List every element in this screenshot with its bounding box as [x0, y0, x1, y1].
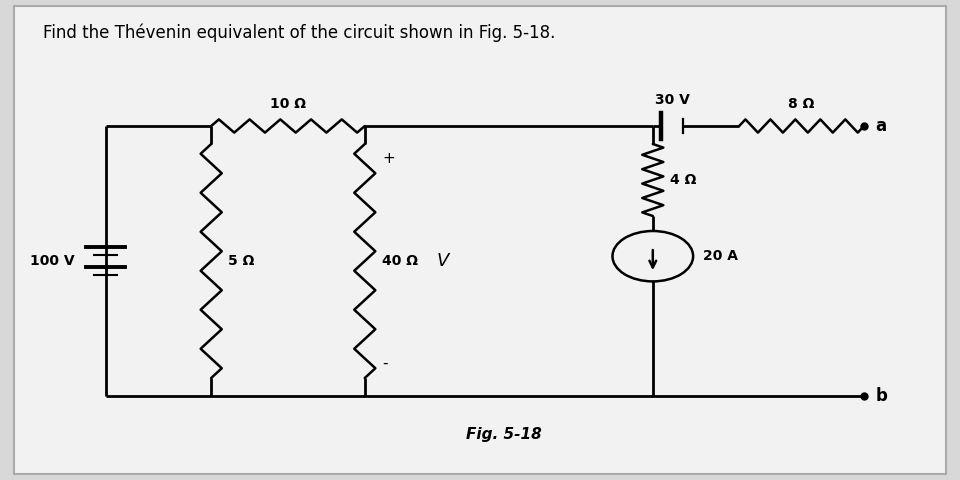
Text: V: V: [437, 252, 449, 270]
FancyBboxPatch shape: [14, 6, 946, 474]
Text: +: +: [382, 152, 395, 167]
Text: 20 A: 20 A: [703, 249, 737, 263]
Text: 100 V: 100 V: [31, 254, 75, 268]
Text: 10 Ω: 10 Ω: [270, 97, 306, 111]
Text: 30 V: 30 V: [655, 93, 689, 107]
Text: Find the Thévenin equivalent of the circuit shown in Fig. 5-18.: Find the Thévenin equivalent of the circ…: [43, 24, 556, 43]
Text: 8 Ω: 8 Ω: [788, 97, 815, 111]
Text: b: b: [876, 387, 887, 405]
Text: 5 Ω: 5 Ω: [228, 254, 254, 268]
Text: a: a: [876, 117, 887, 135]
Text: Fig. 5-18: Fig. 5-18: [467, 428, 541, 443]
Text: -: -: [382, 356, 388, 371]
Text: 4 Ω: 4 Ω: [670, 173, 696, 187]
Text: 40 Ω: 40 Ω: [382, 254, 419, 268]
